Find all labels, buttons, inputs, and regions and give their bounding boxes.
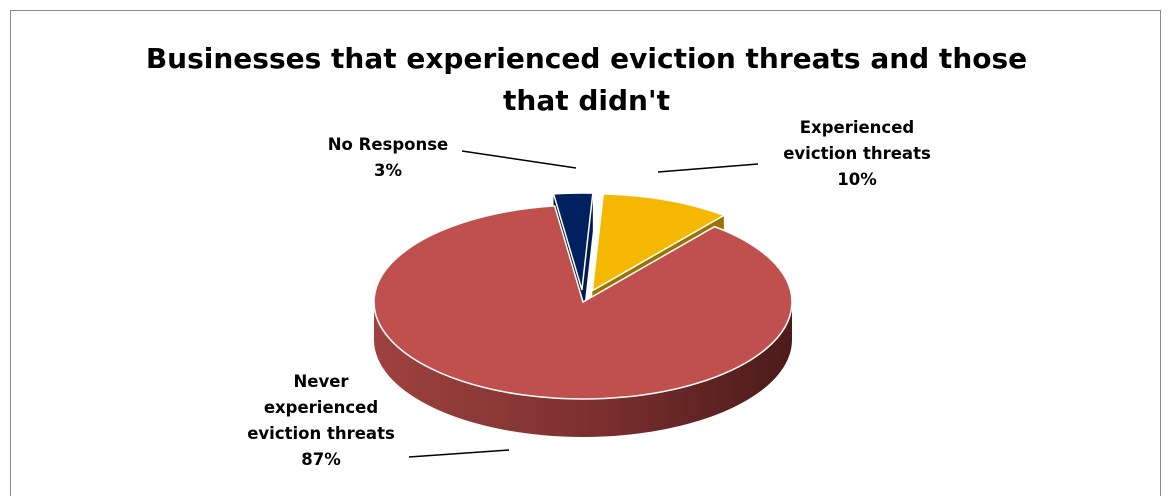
label-never-experienced: Never experienced eviction threats 87% — [247, 372, 395, 469]
label-never-experienced-value: 87% — [301, 450, 341, 469]
label-experienced-value: 10% — [837, 170, 877, 189]
label-experienced-category-1: eviction threats — [783, 144, 931, 163]
leader-never-experienced — [408, 449, 510, 458]
chart-title: Businesses that experienced eviction thr… — [0, 38, 1173, 122]
pie-slice-never-experienced — [373, 205, 793, 400]
label-experienced-category-0: Experienced — [800, 118, 914, 137]
label-never-experienced-category-2: eviction threats — [247, 424, 395, 443]
pie-face-right-no-response — [581, 193, 593, 328]
label-no-response-value: 3% — [374, 161, 402, 180]
label-no-response: No Response 3% — [328, 135, 449, 180]
label-experienced: Experienced eviction threats 10% — [783, 118, 931, 189]
label-never-experienced-category-0: Never — [293, 372, 349, 391]
pie-slice-experienced — [591, 193, 726, 293]
chart-title-line-2: that didn't — [503, 84, 670, 117]
chart-title-line-1: Businesses that experienced eviction thr… — [145, 42, 1028, 75]
leader-experienced — [657, 163, 759, 173]
leader-no-response — [461, 150, 577, 169]
pie-side-never-experienced — [374, 302, 792, 437]
label-never-experienced-category-1: experienced — [264, 398, 378, 417]
label-no-response-category-0: No Response — [328, 135, 449, 154]
pie-slice-no-response — [552, 192, 594, 291]
